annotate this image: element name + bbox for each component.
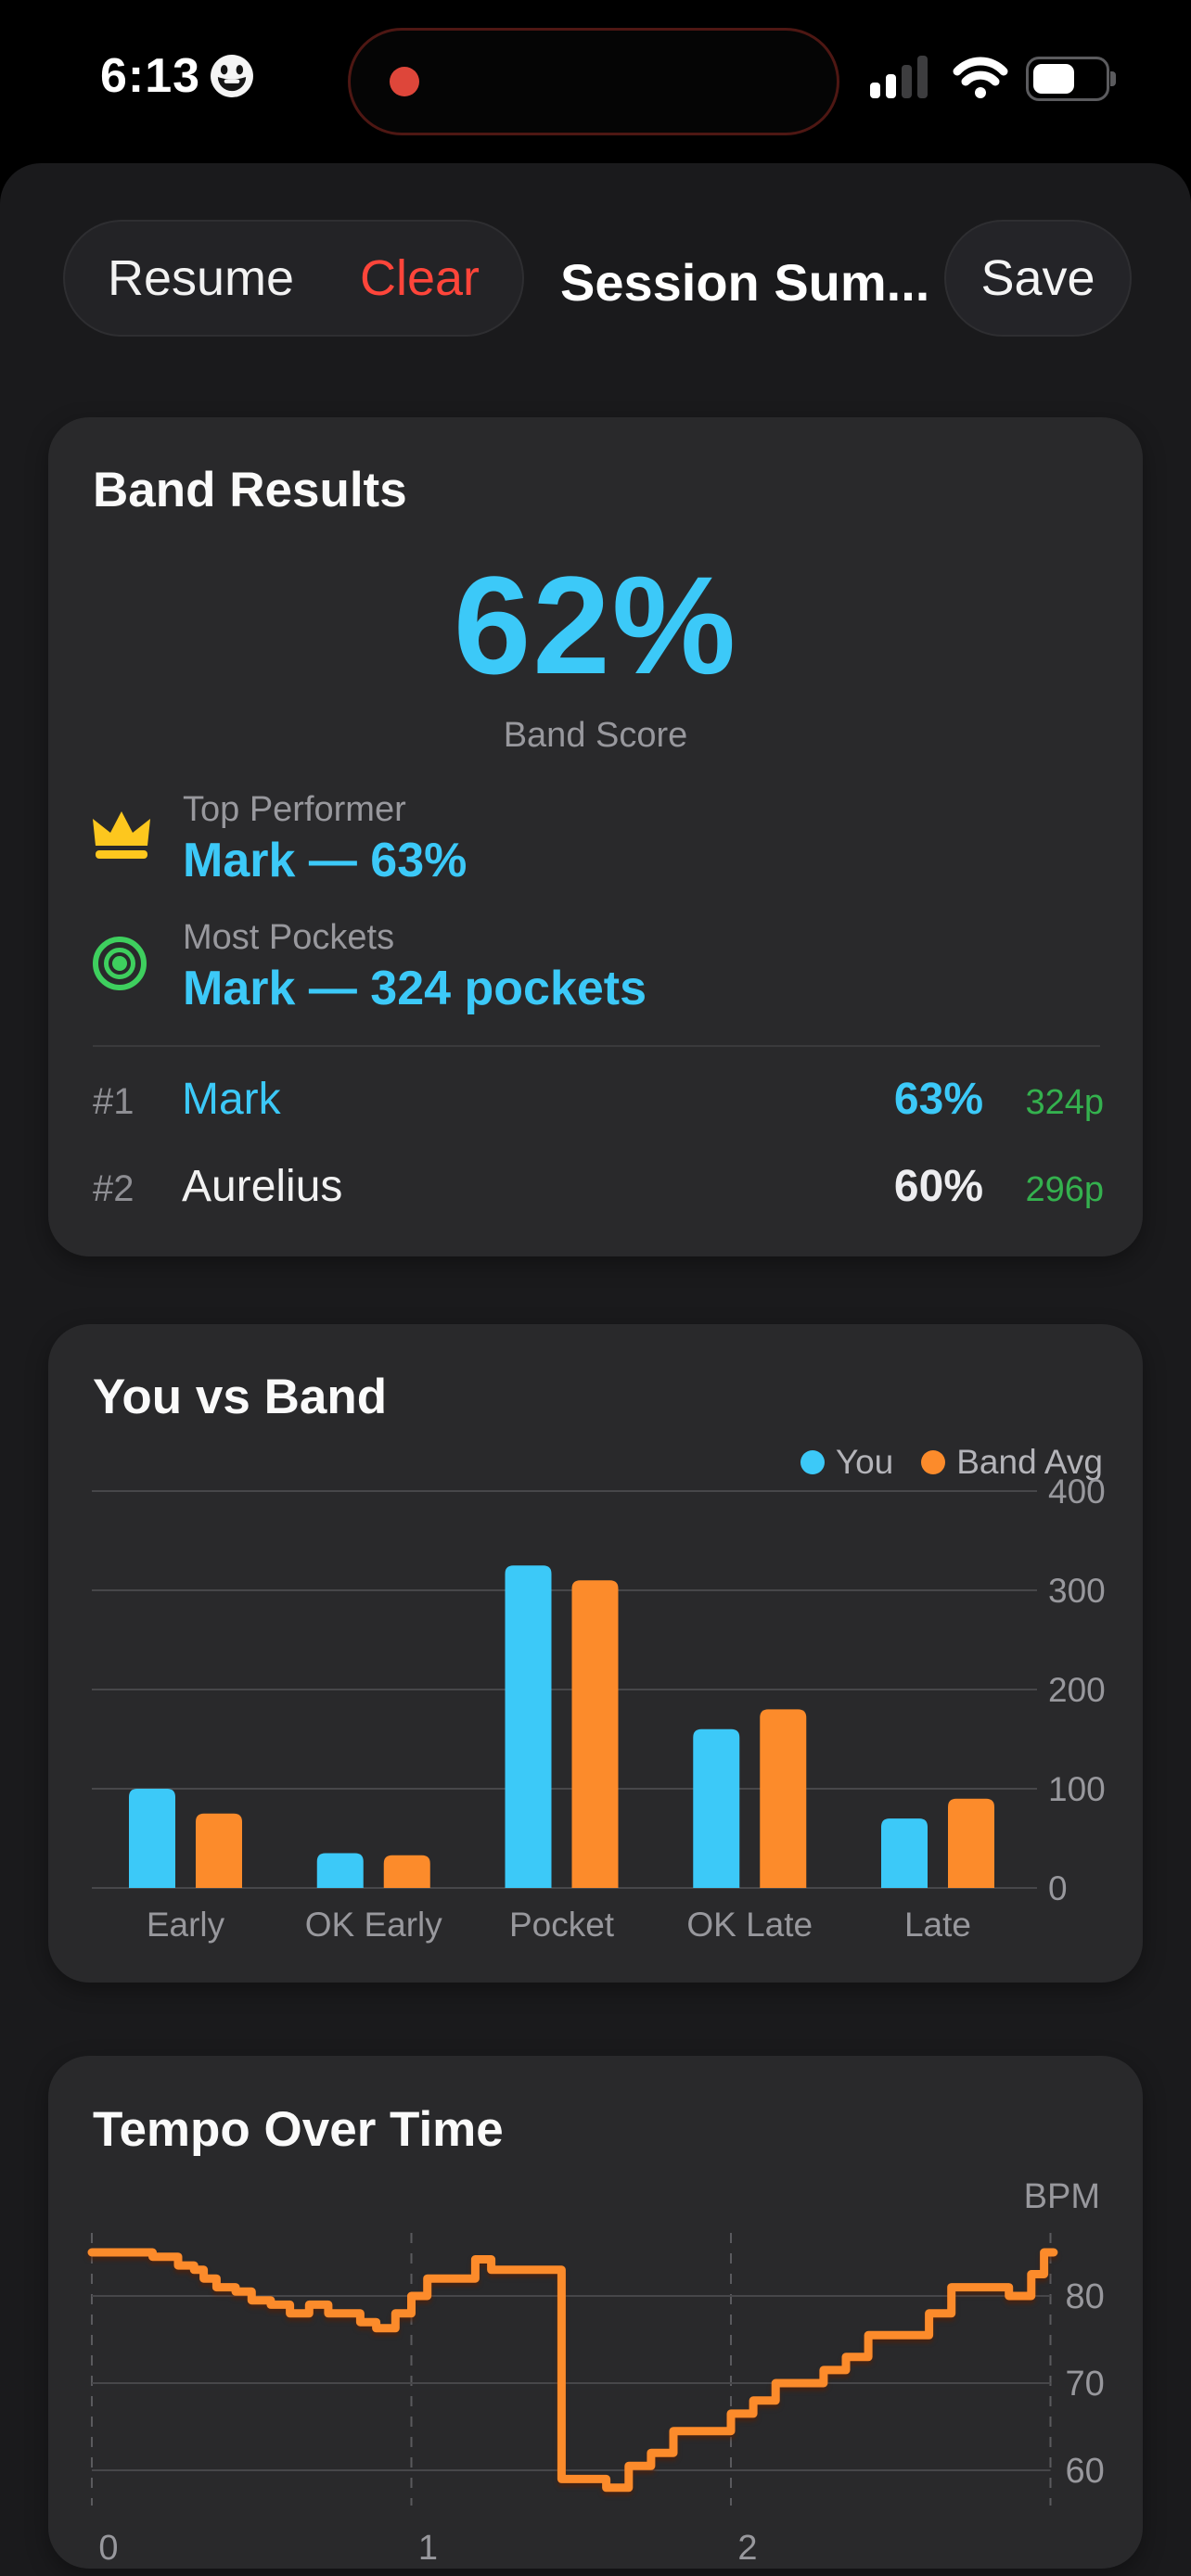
svg-text:400: 400 [1048,1473,1106,1511]
chart-legend: You Band Avg [800,1443,1103,1482]
leaderboard-row: #2 Aurelius 60% 296p [93,1161,1104,1212]
band-results-card [48,417,1143,1256]
band-results-divider [93,1045,1100,1047]
rank-label: #1 [93,1081,134,1122]
svg-text:OK Late: OK Late [686,1906,813,1944]
legend-item-you: You [800,1443,893,1482]
svg-text:70: 70 [1066,2365,1105,2404]
svg-text:Early: Early [147,1906,225,1944]
wifi-icon [953,57,1008,98]
band-score-caption: Band Score [503,716,688,755]
most-pockets-label: Most Pockets [183,918,395,957]
svg-text:100: 100 [1048,1770,1106,1808]
crown-icon [93,811,150,859]
svg-text:0: 0 [1048,1869,1068,1907]
recording-dot-icon [390,67,419,96]
svg-text:0: 0 [98,2529,118,2568]
player-pockets: 324p [1025,1083,1104,1122]
svg-text:Late: Late [904,1906,971,1944]
battery-icon [1026,57,1116,101]
tempo-over-time-title: Tempo Over Time [93,2102,504,2157]
player-pockets: 296p [1025,1170,1104,1209]
player-score: 63% [893,1075,983,1124]
grinning-face-icon [211,55,253,97]
bpm-axis-label: BPM [1023,2177,1100,2216]
clear-button[interactable]: Clear [359,250,480,306]
svg-text:2: 2 [737,2529,757,2568]
band-score-value: 62% [453,547,738,703]
dynamic-island [348,28,839,135]
rank-label: #2 [93,1168,134,1209]
tempo-plot: 80 70 60 0 1 2 [87,2233,1105,2568]
you-series-dot-icon [800,1450,825,1474]
player-score: 60% [893,1162,983,1211]
status-time: 6:13 [100,49,201,103]
svg-text:Pocket: Pocket [509,1906,615,1944]
player-name: Aurelius [182,1162,343,1211]
svg-text:80: 80 [1066,2277,1105,2316]
legend-label: You [835,1443,894,1481]
legend-label: Band Avg [956,1443,1103,1481]
svg-text:60: 60 [1066,2452,1105,2491]
resume-button[interactable]: Resume [108,250,295,306]
you-vs-band-title: You vs Band [93,1370,388,1424]
save-button[interactable]: Save [944,220,1132,337]
you-vs-band-plot: 400 300 200 100 0 Early OK Early Pocket OK Late L… [92,1473,1106,1944]
top-performer-value: Mark — 63% [183,834,467,887]
player-name: Mark [182,1075,281,1124]
cellular-signal-icon [870,56,929,98]
page-title: Session Sum... [560,253,930,312]
top-performer-label: Top Performer [183,790,406,829]
most-pockets-value: Mark — 324 pockets [183,962,647,1015]
svg-text:OK Early: OK Early [305,1906,443,1944]
svg-text:200: 200 [1048,1671,1106,1709]
resume-clear-pill: Resume Clear [63,220,524,337]
band-results-title: Band Results [93,463,407,517]
svg-text:1: 1 [418,2529,438,2568]
svg-text:300: 300 [1048,1572,1106,1610]
legend-item-band-avg: Band Avg [921,1443,1103,1482]
band-avg-series-dot-icon [921,1450,946,1474]
target-icon [93,937,147,990]
leaderboard-row: #1 Mark 63% 324p [93,1074,1104,1125]
